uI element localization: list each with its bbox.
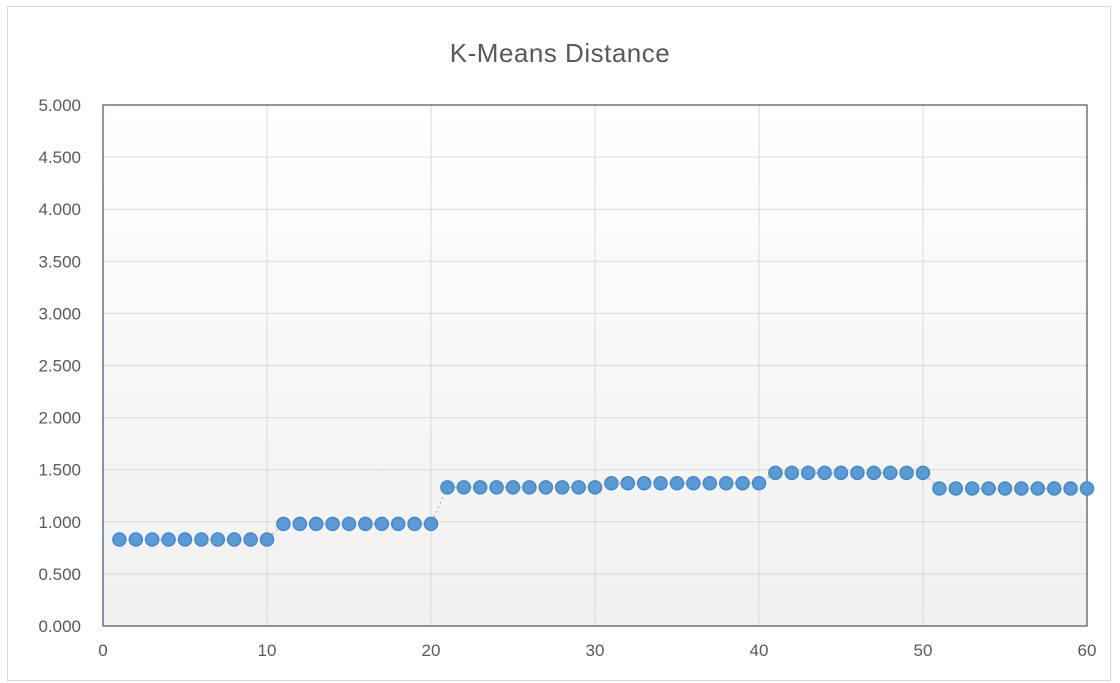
data-point <box>374 516 390 532</box>
x-tick-label: 10 <box>258 641 277 660</box>
plot-border <box>102 104 1088 627</box>
data-point <box>981 481 996 496</box>
y-tick-label: 0.000 <box>38 617 81 636</box>
data-point <box>243 532 258 547</box>
data-point <box>210 532 226 547</box>
data-point <box>620 475 636 491</box>
data-point <box>276 516 291 532</box>
data-point <box>751 475 767 491</box>
data-point <box>128 532 144 547</box>
data-point <box>866 465 882 481</box>
data-point <box>1079 481 1095 496</box>
data-point <box>833 465 849 481</box>
data-point <box>112 532 127 547</box>
data-point <box>161 532 176 547</box>
data-point <box>554 480 570 495</box>
data-point <box>735 475 750 491</box>
data-point <box>194 532 209 547</box>
data-point <box>358 516 373 532</box>
data-point <box>489 480 504 495</box>
y-tick-label: 0.500 <box>38 565 81 584</box>
data-point <box>686 475 701 491</box>
data-point <box>538 480 554 495</box>
data-point <box>882 465 898 481</box>
y-tick-label: 3.500 <box>38 252 81 271</box>
data-point <box>571 480 586 495</box>
data-point <box>456 480 472 495</box>
data-point <box>341 516 357 532</box>
data-point <box>653 475 668 491</box>
data-point <box>144 532 160 547</box>
data-point <box>325 516 340 532</box>
data-point <box>899 465 914 481</box>
data-point <box>850 465 865 481</box>
data-point <box>177 532 193 547</box>
x-tick-label: 50 <box>914 641 933 660</box>
data-point <box>472 480 488 495</box>
data-point <box>636 475 652 491</box>
data-point <box>1030 481 1046 496</box>
data-point <box>259 532 275 547</box>
x-tick-label: 40 <box>750 641 769 660</box>
data-point <box>1014 481 1029 496</box>
data-point <box>1063 481 1078 496</box>
data-point <box>505 480 521 495</box>
data-point <box>407 516 422 532</box>
y-tick-label: 5.000 <box>38 96 81 115</box>
data-point <box>915 465 931 481</box>
y-tick-label: 2.500 <box>38 357 81 376</box>
y-tick-label: 3.000 <box>38 304 81 323</box>
y-tick-label: 4.500 <box>38 148 81 167</box>
data-point <box>817 465 832 481</box>
data-point <box>604 475 619 491</box>
y-tick-label: 1.500 <box>38 461 81 480</box>
data-point <box>440 480 455 495</box>
x-tick-label: 0 <box>98 641 107 660</box>
data-point <box>292 516 308 532</box>
y-tick-label: 1.000 <box>38 513 81 532</box>
data-point <box>522 480 537 495</box>
data-point <box>669 475 685 491</box>
data-point <box>390 516 406 532</box>
data-point <box>718 475 734 491</box>
data-point <box>308 516 324 532</box>
data-point <box>702 475 718 491</box>
data-point <box>423 516 439 532</box>
data-point <box>997 481 1013 496</box>
data-point <box>964 481 980 496</box>
data-point <box>784 465 800 481</box>
chart-title: K-Means Distance <box>449 38 671 68</box>
data-point <box>768 465 783 481</box>
data-point <box>226 532 242 547</box>
x-tick-label: 20 <box>422 641 441 660</box>
data-point <box>932 481 947 496</box>
x-tick-label: 60 <box>1078 641 1097 660</box>
data-point <box>800 465 816 481</box>
data-point <box>587 480 603 495</box>
y-tick-label: 2.000 <box>38 409 81 428</box>
y-tick-label: 4.000 <box>38 200 81 219</box>
x-tick-label: 30 <box>586 641 605 660</box>
data-point <box>1046 481 1062 496</box>
data-point <box>948 481 964 496</box>
